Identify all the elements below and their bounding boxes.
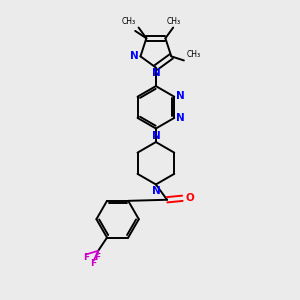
- Text: N: N: [152, 186, 160, 196]
- Text: O: O: [186, 193, 195, 203]
- Text: N: N: [176, 113, 185, 124]
- Text: N: N: [152, 131, 160, 141]
- Text: F: F: [90, 259, 96, 268]
- Text: F: F: [83, 253, 89, 262]
- Text: F: F: [94, 253, 100, 262]
- Text: N: N: [130, 51, 139, 62]
- Text: CH₃: CH₃: [166, 17, 180, 26]
- Text: CH₃: CH₃: [122, 17, 136, 26]
- Text: N: N: [176, 91, 185, 101]
- Text: CH₃: CH₃: [186, 50, 200, 59]
- Text: N: N: [152, 68, 160, 78]
